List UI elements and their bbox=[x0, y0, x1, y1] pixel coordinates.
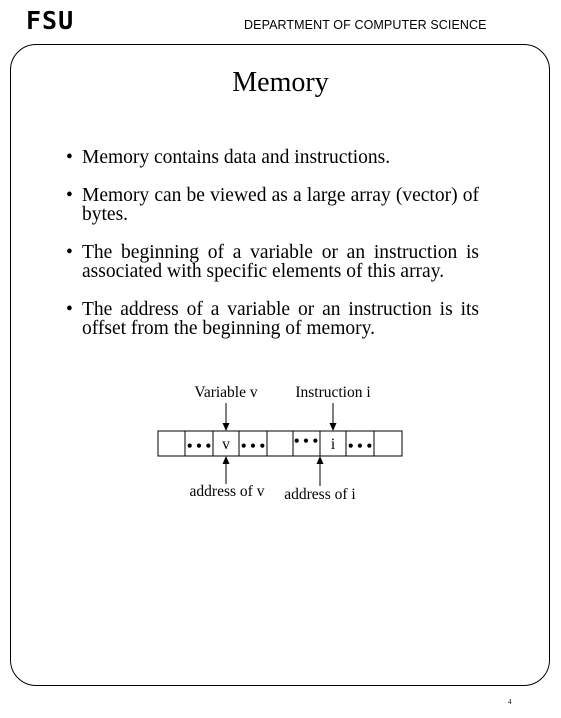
ellipsis: • • • bbox=[187, 438, 211, 455]
bullet-dot: • bbox=[66, 298, 73, 320]
ellipsis: • • • bbox=[241, 438, 265, 455]
bullet-list: • Memory contains data and instructions.… bbox=[64, 148, 479, 357]
bullet-dot: • bbox=[66, 147, 73, 168]
address-v-label: address of v bbox=[190, 483, 265, 500]
array-outline bbox=[157, 430, 403, 457]
page-number: 4 bbox=[508, 698, 512, 706]
address-i-label: address of i bbox=[284, 486, 356, 503]
bullet-item: • Memory contains data and instructions. bbox=[64, 148, 479, 168]
bullet-dot: • bbox=[66, 241, 73, 263]
bullet-dot: • bbox=[66, 184, 73, 206]
slide-frame bbox=[10, 44, 550, 686]
instruction-arrowhead bbox=[329, 423, 337, 431]
variable-label: Variable v bbox=[194, 384, 258, 401]
cell-v: v bbox=[222, 436, 230, 453]
cell-i: i bbox=[331, 436, 336, 453]
bullet-item: • The beginning of a variable or an inst… bbox=[64, 241, 479, 282]
bullet-text: Memory can be viewed as a large array (v… bbox=[82, 184, 479, 225]
ellipsis: • • • bbox=[294, 433, 318, 450]
department-header: DEPARTMENT OF COMPUTER SCIENCE bbox=[244, 18, 487, 32]
bullet-text: The beginning of a variable or an instru… bbox=[82, 241, 479, 282]
bullet-item: • The address of a variable or an instru… bbox=[64, 298, 479, 339]
bullet-text: The address of a variable or an instruct… bbox=[82, 298, 479, 339]
ellipsis: • • • bbox=[348, 438, 372, 455]
fsu-logo: FSU bbox=[26, 6, 75, 35]
variable-arrowhead bbox=[222, 423, 230, 431]
memory-array: • • • v • • • • • • i • • • bbox=[157, 430, 403, 457]
bullet-item: • Memory can be viewed as a large array … bbox=[64, 184, 479, 225]
slide-title: Memory bbox=[232, 67, 329, 98]
bullet-text: Memory contains data and instructions. bbox=[82, 147, 391, 168]
instruction-label: Instruction i bbox=[295, 384, 371, 401]
